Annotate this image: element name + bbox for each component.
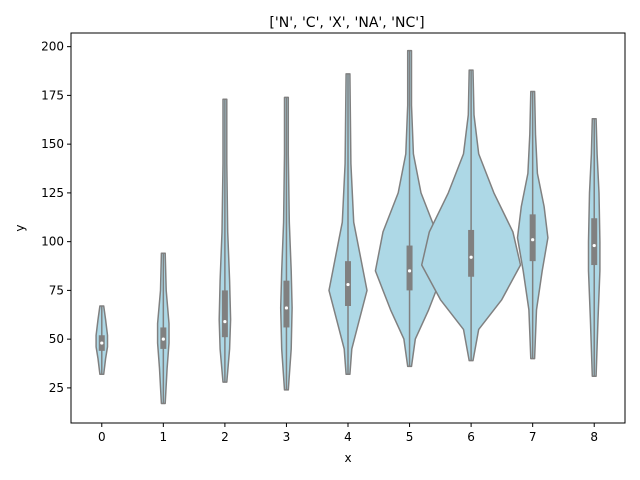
violin-median <box>346 282 350 287</box>
y-tick-label: 75 <box>49 283 64 297</box>
x-tick-label: 3 <box>283 430 291 444</box>
x-tick-label: 7 <box>529 430 537 444</box>
violin-0 <box>95 305 109 376</box>
y-tick-label: 25 <box>49 381 64 395</box>
y-tick-label: 175 <box>41 88 64 102</box>
x-tick-label: 6 <box>467 430 475 444</box>
y-tick-label: 200 <box>41 40 64 54</box>
y-tick-label: 100 <box>41 235 64 249</box>
chart-title: ['N', 'C', 'X', 'NA', 'NC'] <box>269 15 424 31</box>
x-tick-label: 4 <box>344 430 352 444</box>
violin-1 <box>156 252 170 405</box>
violin-median <box>161 337 165 341</box>
violin-7 <box>516 90 549 360</box>
violin-median <box>469 255 473 259</box>
violin-3 <box>279 96 293 391</box>
violin-box <box>468 229 475 277</box>
violin-2 <box>218 98 232 383</box>
violin-5 <box>374 49 445 368</box>
plot-area <box>95 49 601 405</box>
violin-median <box>407 269 412 273</box>
violin-box <box>529 214 536 262</box>
y-tick-label: 150 <box>41 137 64 151</box>
x-tick-label: 2 <box>221 430 229 444</box>
violin-box <box>283 280 290 328</box>
y-axis: 25 50 75 100 125 150 175 200 <box>41 40 71 395</box>
x-axis: 0 1 2 3 4 5 6 7 8 <box>98 423 598 444</box>
violin-8 <box>587 118 601 377</box>
x-tick-label: 5 <box>406 430 414 444</box>
y-tick-label: 50 <box>49 332 64 346</box>
x-tick-label: 8 <box>590 430 598 444</box>
violin-6 <box>420 69 522 362</box>
violin-box <box>591 218 598 266</box>
violin-median <box>531 238 535 242</box>
violin-median <box>592 243 596 248</box>
violin-box <box>406 245 413 291</box>
y-axis-label: y <box>13 224 27 231</box>
x-tick-label: 1 <box>160 430 168 444</box>
violin-4 <box>328 73 368 376</box>
violin-box <box>221 290 228 338</box>
x-tick-label: 0 <box>98 430 106 444</box>
violin-median <box>100 341 104 345</box>
violin-median <box>284 306 289 310</box>
y-tick-label: 125 <box>41 186 64 200</box>
x-axis-label: x <box>344 451 351 465</box>
violin-median <box>223 320 227 324</box>
